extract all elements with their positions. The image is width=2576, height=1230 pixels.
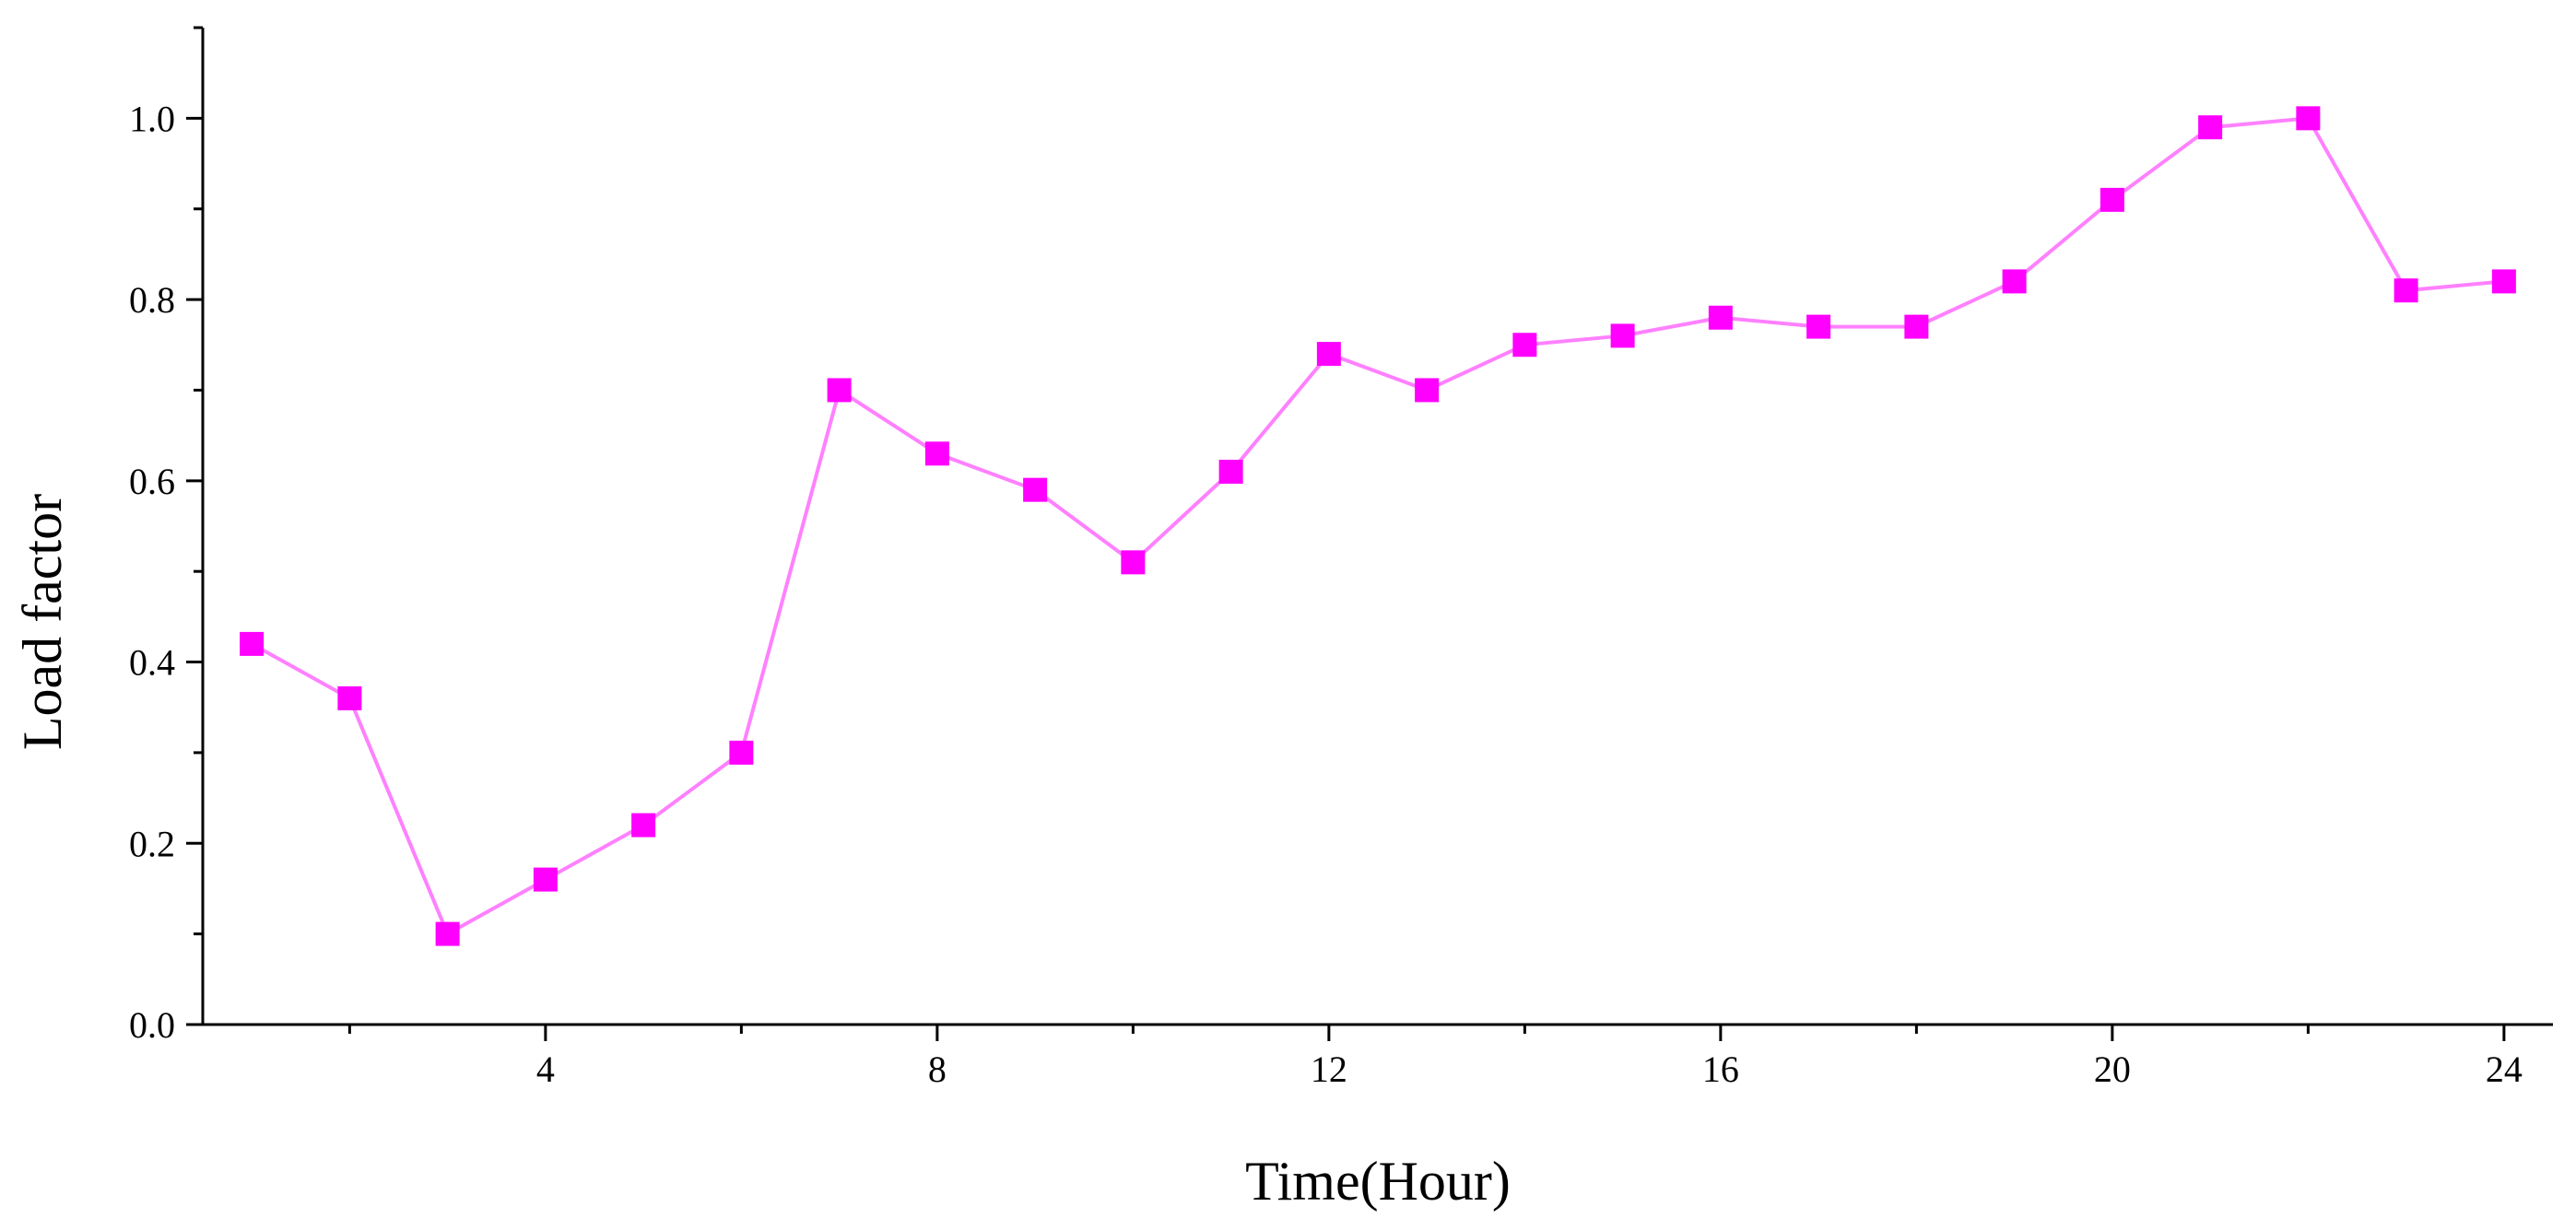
axes (186, 26, 2553, 1041)
data-point-marker (1806, 314, 1831, 339)
data-point-marker (2100, 187, 2124, 212)
y-tick-label: 0.6 (129, 461, 175, 502)
x-tick-label: 16 (1702, 1048, 1739, 1090)
data-point-marker (1415, 378, 1440, 403)
x-tick-label: 12 (1311, 1048, 1347, 1090)
data-point-marker (1512, 333, 1537, 357)
data-point-marker (1218, 459, 1243, 484)
data-point-marker (2491, 269, 2516, 294)
x-tick-label: 8 (928, 1048, 947, 1090)
x-tick-label: 20 (2094, 1048, 2131, 1090)
y-tick-label: 0.2 (129, 823, 175, 864)
data-point-marker (1121, 550, 1146, 575)
data-point-marker (1316, 342, 1341, 367)
x-tick-label: 24 (2486, 1048, 2523, 1090)
data-point-marker (240, 631, 265, 656)
data-point-marker (1023, 477, 1048, 502)
y-tick-label: 0.4 (129, 642, 175, 684)
y-axis-title: Load factor (12, 494, 73, 750)
series-line-path (251, 116, 2505, 937)
data-point-marker (2394, 278, 2418, 303)
data-point-marker (631, 813, 656, 838)
data-point-marker (2002, 269, 2027, 294)
data-point-marker (533, 867, 558, 892)
data-point-marker (2296, 106, 2321, 131)
data-point-marker (924, 441, 949, 466)
series-markers (240, 106, 2516, 946)
data-point-marker (729, 740, 754, 765)
data-point-marker (827, 378, 852, 403)
y-tick-label: 0.0 (129, 1004, 175, 1046)
data-point-marker (2198, 115, 2223, 140)
y-tick-label: 0.8 (129, 279, 175, 321)
tick-labels: 4 8 12 16 20 24 0.0 0.2 0.4 0.6 0.8 1.0 (129, 98, 2523, 1090)
x-tick-label: 4 (536, 1048, 555, 1090)
data-point-marker (337, 685, 362, 710)
data-point-marker (1610, 323, 1635, 348)
data-point-marker (435, 921, 460, 946)
series-line (251, 116, 2505, 937)
data-point-marker (1904, 314, 1929, 339)
y-tick-label: 1.0 (129, 98, 175, 139)
data-point-marker (1708, 305, 1733, 330)
x-axis-title: Time(Hour) (1245, 1151, 1511, 1212)
